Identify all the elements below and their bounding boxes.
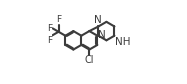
Text: N: N xyxy=(98,30,106,40)
Text: Cl: Cl xyxy=(85,55,94,65)
Text: N: N xyxy=(94,15,102,25)
Text: F: F xyxy=(47,24,52,33)
Text: F: F xyxy=(47,36,52,45)
Text: NH: NH xyxy=(115,37,131,47)
Text: F: F xyxy=(56,15,61,24)
